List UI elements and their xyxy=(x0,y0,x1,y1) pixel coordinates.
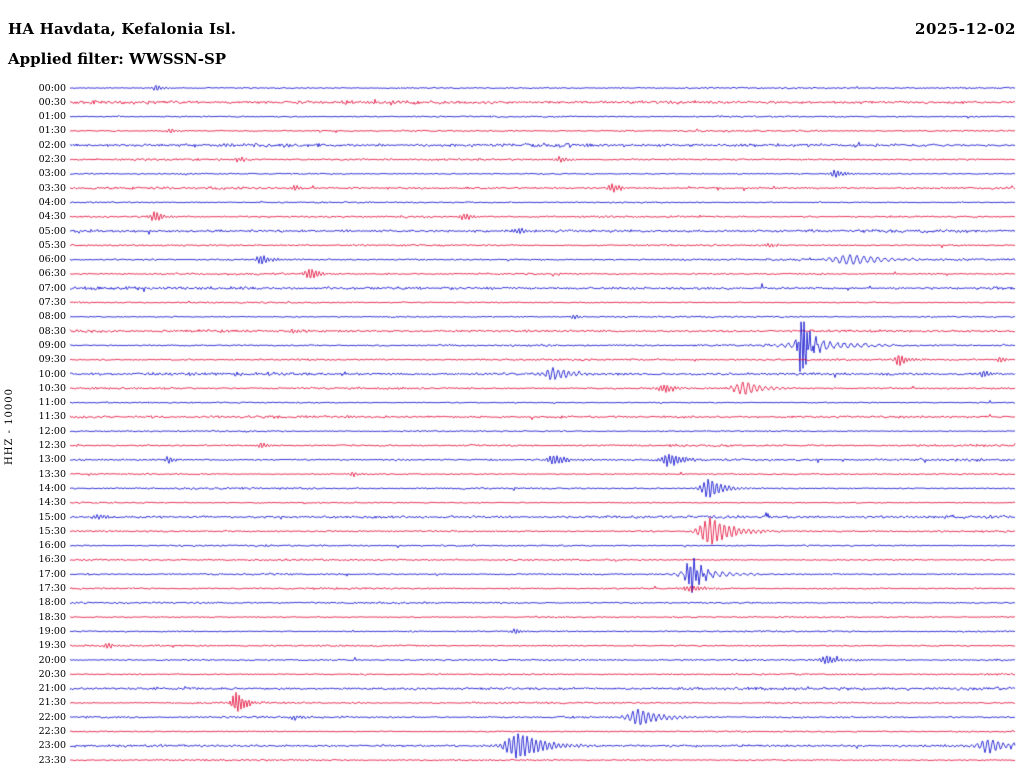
time-label: 10:00 xyxy=(38,368,66,380)
time-label: 03:00 xyxy=(38,168,66,180)
time-label: 13:00 xyxy=(38,454,66,466)
time-label: 16:00 xyxy=(38,540,66,552)
time-label: 07:00 xyxy=(38,282,66,294)
time-label: 07:30 xyxy=(38,297,66,308)
time-label: 00:30 xyxy=(38,96,66,108)
time-label: 05:30 xyxy=(38,239,66,251)
time-label: 18:00 xyxy=(38,597,66,609)
time-label: 22:30 xyxy=(38,726,66,737)
time-label: 05:00 xyxy=(38,225,66,237)
time-label: 01:30 xyxy=(38,125,66,137)
time-label: 06:00 xyxy=(38,254,66,266)
time-label: 13:30 xyxy=(38,468,66,480)
time-label: 17:30 xyxy=(38,583,66,594)
time-label: 12:30 xyxy=(38,440,66,451)
time-label: 06:30 xyxy=(38,268,66,280)
time-label: 04:00 xyxy=(38,196,66,208)
time-label: 22:00 xyxy=(38,711,66,723)
time-label: 20:00 xyxy=(38,654,66,666)
time-label: 02:30 xyxy=(38,154,66,165)
time-label: 21:30 xyxy=(38,697,66,709)
time-label: 10:30 xyxy=(38,382,66,394)
time-label: 17:00 xyxy=(38,568,66,580)
date-label: 2025-12-02 xyxy=(915,20,1016,38)
station-title: HA Havdata, Kefalonia Isl. xyxy=(8,20,237,38)
time-label: 21:00 xyxy=(38,683,66,695)
time-label: 23:30 xyxy=(38,754,66,766)
time-label: 15:00 xyxy=(38,511,66,523)
time-label: 12:00 xyxy=(38,425,66,437)
y-axis-label: HHZ - 10000 xyxy=(4,388,15,465)
time-label: 15:30 xyxy=(38,525,66,537)
time-label: 14:00 xyxy=(38,482,66,494)
time-label: 18:30 xyxy=(38,611,66,623)
time-label: 20:30 xyxy=(38,668,66,680)
time-label: 16:30 xyxy=(38,554,66,566)
time-label: 19:30 xyxy=(38,640,66,652)
time-label: 08:30 xyxy=(38,325,66,337)
time-label: 01:00 xyxy=(38,111,66,123)
time-label: 11:00 xyxy=(38,397,66,409)
time-label: 09:00 xyxy=(38,339,66,351)
time-label: 03:30 xyxy=(38,182,66,194)
filter-label: Applied filter: WWSSN-SP xyxy=(8,50,227,68)
time-label: 11:30 xyxy=(38,411,66,423)
time-label: 02:00 xyxy=(38,139,66,151)
time-label: 00:00 xyxy=(38,82,66,94)
time-label: 19:00 xyxy=(38,625,66,637)
time-label: 23:00 xyxy=(38,740,66,752)
time-label: 09:30 xyxy=(38,354,66,366)
time-label: 14:30 xyxy=(38,497,66,509)
time-label: 04:30 xyxy=(38,211,66,223)
time-label: 08:00 xyxy=(38,311,66,323)
